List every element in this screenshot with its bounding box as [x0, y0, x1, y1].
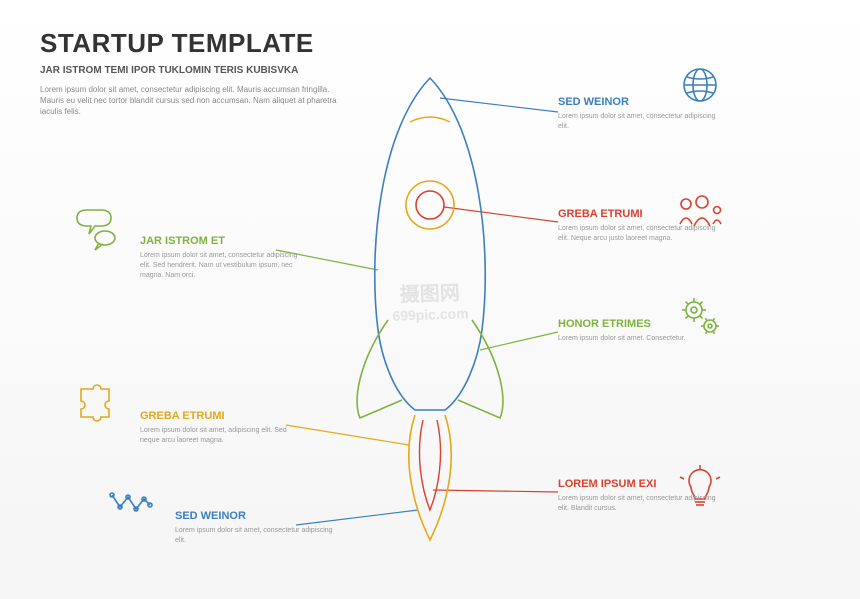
callout-title: GREBA ETRUMI: [140, 410, 310, 422]
callout-body: Lorem ipsum dolor sit amet, consectetur …: [140, 251, 300, 280]
leader-line: [433, 490, 558, 492]
callout-body: Lorem ipsum dolor sit amet, consectetur …: [558, 224, 718, 244]
callout-title: JAR ISTROM ET: [140, 235, 310, 247]
puzzle-icon: [81, 385, 109, 421]
callout-title: SED WEINOR: [175, 510, 345, 522]
speech-icon: [77, 210, 115, 250]
callout-title: HONOR ETRIMES: [558, 318, 728, 330]
watermark-line1: 摄图网: [391, 276, 468, 308]
callout-body: Lorem ipsum dolor sit amet, consectetur …: [558, 112, 718, 132]
callout-greba-etrumi-left: GREBA ETRUMI Lorem ipsum dolor sit amet,…: [140, 410, 310, 446]
callout-jar-istrom-et: JAR ISTROM ET Lorem ipsum dolor sit amet…: [140, 235, 310, 280]
rocket-illustration: [357, 78, 503, 540]
callout-sed-weinor-top: SED WEINOR Lorem ipsum dolor sit amet, c…: [558, 96, 728, 132]
page-subtitle: JAR ISTROM TEMI IPOR TUKLOMIN TERIS KUBI…: [40, 65, 340, 76]
leader-line: [440, 98, 558, 112]
callout-lorem-ipsum-exi: LOREM IPSUM EXI Lorem ipsum dolor sit am…: [558, 478, 728, 514]
callout-title: GREBA ETRUMI: [558, 208, 728, 220]
header-block: STARTUP TEMPLATE JAR ISTROM TEMI IPOR TU…: [40, 28, 340, 118]
callout-body: Lorem ipsum dolor sit amet, consectetur …: [558, 494, 718, 514]
callout-honor-etrimes: HONOR ETRIMES Lorem ipsum dolor sit amet…: [558, 318, 728, 344]
callout-title: LOREM IPSUM EXI: [558, 478, 728, 490]
callout-sed-weinor-bottom: SED WEINOR Lorem ipsum dolor sit amet, c…: [175, 510, 345, 546]
callout-body: Lorem ipsum dolor sit amet. Consectetur.: [558, 334, 718, 344]
callout-body: Lorem ipsum dolor sit amet, adipiscing e…: [140, 426, 300, 446]
callout-title: SED WEINOR: [558, 96, 728, 108]
callout-greba-etrumi-right: GREBA ETRUMI Lorem ipsum dolor sit amet,…: [558, 208, 728, 244]
watermark-line2: 699pic.com: [392, 305, 469, 324]
leader-line: [444, 207, 558, 222]
watermark: 摄图网 699pic.com: [391, 276, 469, 324]
callout-body: Lorem ipsum dolor sit amet, consectetur …: [175, 526, 335, 546]
chart-icon: [110, 493, 152, 511]
leader-line: [480, 332, 558, 350]
page-intro: Lorem ipsum dolor sit amet, consectetur …: [40, 84, 340, 118]
page-title: STARTUP TEMPLATE: [40, 28, 340, 59]
